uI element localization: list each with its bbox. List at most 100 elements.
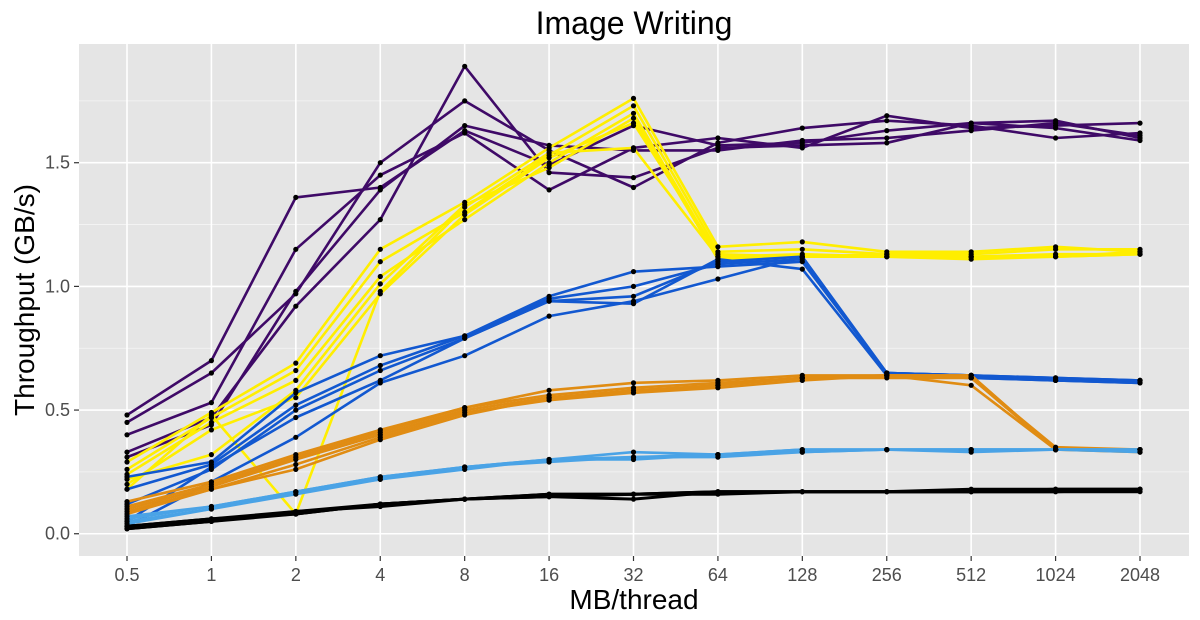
data-point <box>208 516 214 522</box>
data-point <box>377 217 383 223</box>
data-point <box>462 63 468 69</box>
data-point <box>968 128 974 134</box>
data-point <box>377 259 383 265</box>
data-point <box>630 496 637 502</box>
data-point <box>124 481 130 487</box>
data-point <box>884 135 890 141</box>
data-point <box>715 140 721 146</box>
x-tick-label: 64 <box>708 565 728 585</box>
data-point <box>124 466 130 472</box>
data-point <box>124 474 130 480</box>
data-point <box>884 113 890 119</box>
x-tick-label: 32 <box>623 565 643 585</box>
data-point <box>630 293 637 299</box>
x-tick-label: 8 <box>460 565 470 585</box>
data-point <box>293 407 299 413</box>
x-tick-label: 0.5 <box>114 565 139 585</box>
data-point <box>1137 380 1143 386</box>
data-point <box>799 447 805 453</box>
data-point <box>884 128 890 134</box>
data-point <box>208 358 214 364</box>
data-point <box>1137 137 1143 144</box>
x-tick-labels: 0.5 1 2 4 8 16 32 64 128 256 512 1024 2048 <box>114 556 1160 585</box>
data-point <box>124 454 130 460</box>
data-point <box>546 155 552 161</box>
data-point <box>799 142 805 148</box>
data-point <box>799 377 805 383</box>
data-point <box>124 449 130 455</box>
data-point <box>293 367 299 374</box>
x-tick-label: 1 <box>206 565 216 585</box>
data-point <box>630 120 637 126</box>
data-point <box>715 385 721 391</box>
data-point <box>799 125 805 131</box>
data-point <box>630 110 637 116</box>
data-point <box>968 120 974 126</box>
data-point <box>293 194 299 200</box>
data-point <box>462 123 468 129</box>
data-point <box>715 147 721 153</box>
data-point <box>1137 486 1143 492</box>
x-tick-label: 2 <box>291 565 301 585</box>
data-point <box>377 353 383 359</box>
data-point <box>377 187 383 193</box>
data-point <box>124 499 130 505</box>
data-point <box>546 456 552 463</box>
data-point <box>377 288 383 294</box>
data-point <box>208 427 214 433</box>
data-point <box>293 461 299 468</box>
y-tick-label: 1.5 <box>45 153 70 173</box>
data-point <box>293 395 299 401</box>
x-tick-label: 512 <box>956 565 986 585</box>
data-point <box>377 172 383 178</box>
data-point <box>208 370 214 376</box>
data-point <box>462 130 468 136</box>
data-point <box>124 523 130 529</box>
data-point <box>630 103 637 109</box>
data-point <box>630 175 637 181</box>
data-point <box>630 283 637 289</box>
data-point <box>546 170 552 176</box>
data-point <box>462 335 468 341</box>
y-tick-label: 0.5 <box>45 400 70 420</box>
data-point <box>884 447 890 453</box>
data-point <box>715 276 721 282</box>
data-point <box>1053 135 1059 141</box>
data-point <box>208 452 214 458</box>
data-point <box>377 362 383 369</box>
data-point <box>630 115 637 121</box>
data-point <box>546 313 552 319</box>
data-point <box>630 184 637 191</box>
data-point <box>968 254 974 260</box>
x-tick-label: 256 <box>872 565 902 585</box>
data-point <box>293 456 299 463</box>
y-tick-labels: 0.0 0.5 1.0 1.5 <box>45 153 79 544</box>
data-point <box>377 501 383 507</box>
data-point <box>1053 120 1059 126</box>
data-point <box>968 375 974 381</box>
data-point <box>208 400 214 406</box>
x-tick-label: 2048 <box>1120 565 1160 585</box>
data-point <box>799 489 805 495</box>
data-point <box>1053 125 1059 131</box>
data-point <box>377 380 383 386</box>
data-point <box>799 137 805 144</box>
x-tick-label: 128 <box>787 565 817 585</box>
data-point <box>1137 251 1143 257</box>
data-point <box>630 491 637 497</box>
data-point <box>124 419 130 425</box>
data-point <box>546 187 552 193</box>
data-point <box>546 160 552 166</box>
data-point <box>293 360 299 366</box>
data-point <box>546 491 552 497</box>
data-point <box>462 412 468 418</box>
data-point <box>462 98 468 104</box>
data-point <box>546 395 552 401</box>
data-points <box>124 63 1143 532</box>
data-point <box>884 489 890 495</box>
data-point <box>630 380 637 386</box>
data-point <box>1053 246 1059 252</box>
data-point <box>124 486 130 492</box>
data-point <box>293 303 299 309</box>
